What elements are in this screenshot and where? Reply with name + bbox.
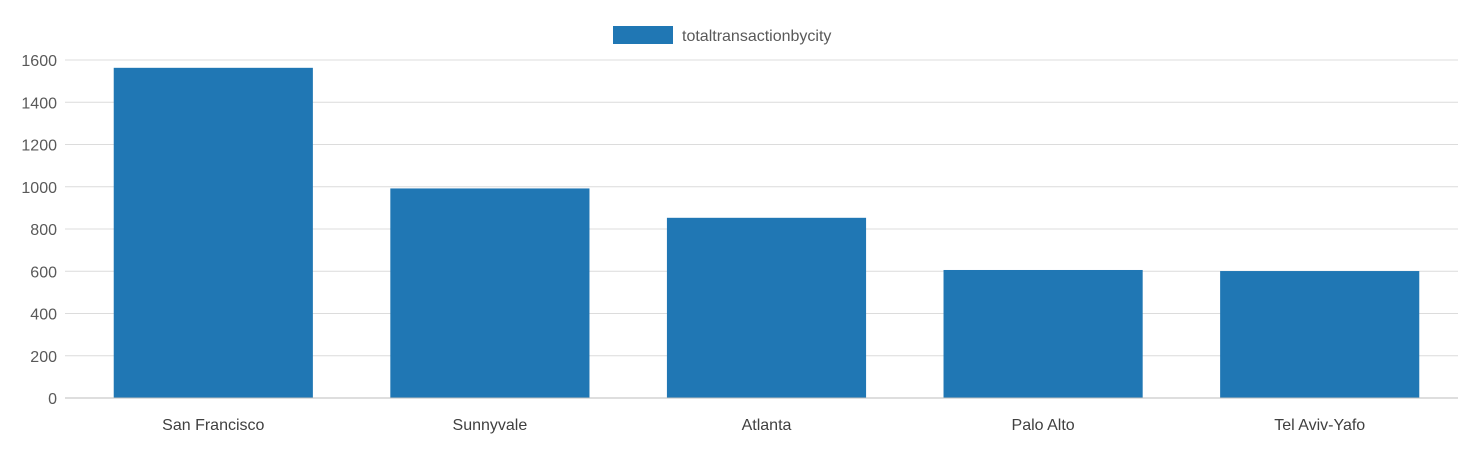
y-tick-label: 1600	[21, 53, 57, 70]
y-tick-label: 1400	[21, 95, 57, 112]
y-tick-label: 400	[30, 307, 57, 324]
x-tick-label: Atlanta	[742, 417, 792, 434]
y-tick-label: 200	[30, 349, 57, 366]
x-tick-label: Palo Alto	[1012, 417, 1075, 434]
y-tick-label: 1000	[21, 180, 57, 197]
bar-san-francisco[interactable]	[113, 67, 313, 398]
bar-tel-aviv-yafo[interactable]	[1220, 271, 1420, 398]
bars	[113, 67, 1420, 398]
bar-atlanta[interactable]	[666, 217, 867, 398]
bar-sunnyvale[interactable]	[390, 188, 590, 398]
x-tick-label: Tel Aviv-Yafo	[1274, 417, 1365, 434]
y-tick-label: 600	[30, 264, 57, 281]
legend[interactable]: totaltransactionbycity	[613, 26, 831, 45]
x-tick-label: San Francisco	[162, 417, 264, 434]
y-tick-label: 800	[30, 222, 57, 239]
x-tick-label: Sunnyvale	[453, 417, 528, 434]
legend-label[interactable]: totaltransactionbycity	[682, 28, 831, 45]
bar-palo-alto[interactable]	[943, 269, 1143, 398]
legend-swatch[interactable]	[613, 26, 673, 44]
y-tick-label: 0	[48, 391, 57, 408]
y-tick-label: 1200	[21, 138, 57, 155]
axes: 0 200 400 600 800 1000 1200 1400 1600 San Francis…	[21, 53, 1458, 434]
